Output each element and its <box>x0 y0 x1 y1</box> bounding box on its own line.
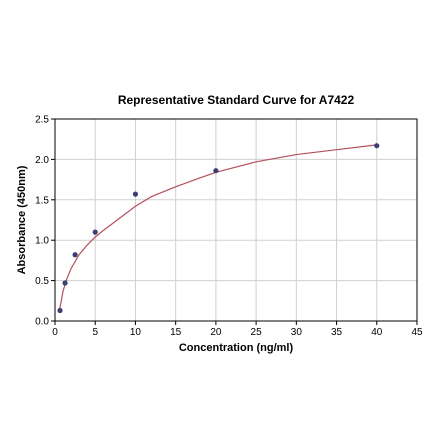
x-tick-label: 30 <box>291 327 303 338</box>
x-tick-label: 25 <box>251 327 263 338</box>
fit-curve <box>58 144 377 314</box>
fit-curve-group <box>58 144 377 314</box>
x-tick-label: 5 <box>92 327 98 338</box>
x-tick-label: 35 <box>331 327 343 338</box>
x-tick-label: 10 <box>130 327 142 338</box>
plot-frame <box>54 118 418 322</box>
y-tick-label: 1.5 <box>35 195 49 206</box>
y-tick-label: 1.0 <box>35 236 49 247</box>
x-axis-label: Concentration (ng/ml) <box>179 342 294 354</box>
y-tick-label: 0.0 <box>35 317 49 328</box>
axis-ticks: 0 5 10 15 20 25 30 35 40 45 0.0 0.5 1.0 1.5 2.0 2.5 <box>35 115 423 339</box>
x-tick-label: 45 <box>411 327 423 338</box>
x-tick-label: 40 <box>371 327 383 338</box>
data-point <box>132 191 139 197</box>
data-point <box>92 229 98 235</box>
x-tick-label: 20 <box>210 327 222 338</box>
data-point <box>72 252 78 258</box>
y-tick-label: 2.5 <box>35 115 49 126</box>
data-point <box>62 280 68 286</box>
y-tick-label: 2.0 <box>35 155 49 166</box>
data-point <box>213 168 219 174</box>
data-points <box>57 143 380 314</box>
grid-lines <box>55 119 417 321</box>
chart-title: Representative Standard Curve for A7422 <box>118 93 355 107</box>
y-axis-label: Absorbance (450nm) <box>16 165 28 274</box>
x-tick-label: 15 <box>170 327 182 338</box>
data-point <box>57 307 63 314</box>
x-tick-label: 0 <box>52 327 58 338</box>
data-point <box>374 143 380 149</box>
y-tick-label: 0.5 <box>35 276 49 287</box>
